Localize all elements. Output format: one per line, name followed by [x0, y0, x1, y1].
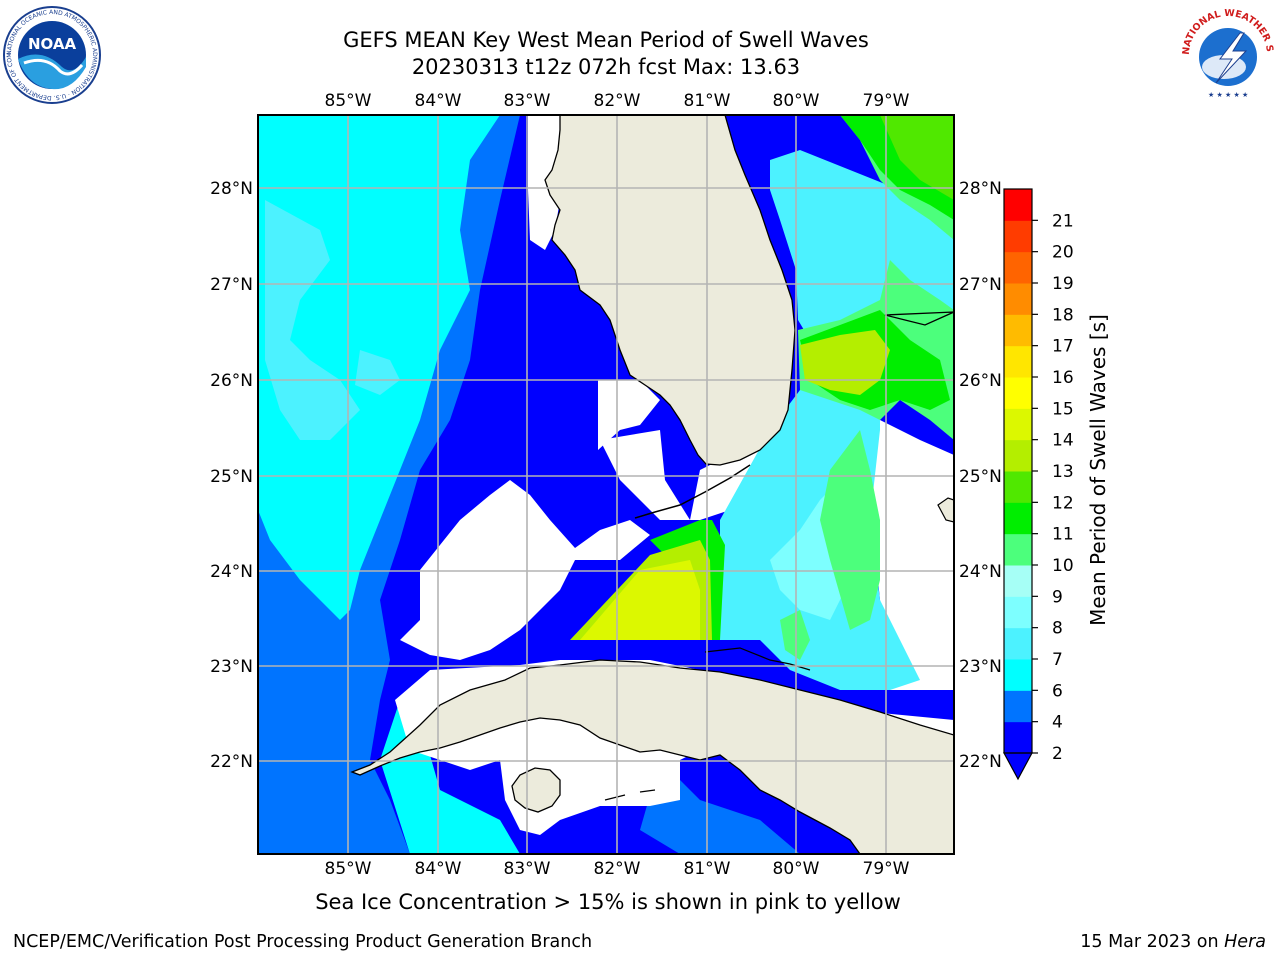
land-grand-bahama — [884, 311, 954, 326]
lat-label-right: 23°N — [959, 657, 1002, 677]
lon-label-top: 81°W — [684, 91, 731, 111]
sea-ice-note: Sea Ice Concentration > 15% is shown in … — [315, 890, 901, 914]
colorbar-tick-label: 11 — [1052, 525, 1074, 545]
colorbar-tick-label: 14 — [1052, 431, 1074, 451]
lat-grid — [258, 187, 954, 762]
noaa-logo: NATIONAL OCEANIC AND ATMOSPHERIC ADMINIS… — [2, 5, 101, 104]
swell-field-straits-13-14 — [580, 560, 700, 640]
lon-label-top: 85°W — [325, 91, 372, 111]
colorbar-tick-label: 2 — [1052, 744, 1063, 764]
lat-label-right: 24°N — [959, 562, 1002, 582]
lat-label-left: 25°N — [210, 467, 253, 487]
lat-label-right: 26°N — [959, 371, 1002, 391]
land-isla-juventud — [511, 767, 561, 813]
lat-label-left: 28°N — [210, 179, 253, 199]
lat-label-left: 22°N — [210, 752, 253, 772]
lat-label-right: 27°N — [959, 275, 1002, 295]
lon-label-bottom: 79°W — [863, 859, 910, 879]
lat-label-left: 23°N — [210, 657, 253, 677]
colorbar-extend-min — [1002, 752, 1034, 781]
lon-label-bottom: 81°W — [684, 859, 731, 879]
map-area — [258, 115, 954, 854]
land-florida — [544, 115, 796, 466]
lon-label-top: 80°W — [773, 91, 820, 111]
colorbar-segment — [1004, 565, 1032, 597]
lat-label-left: 27°N — [210, 275, 253, 295]
colorbar-tick-label: 17 — [1052, 337, 1074, 357]
colorbar-tick-label: 12 — [1052, 493, 1074, 513]
machine-name: Hera — [1224, 932, 1266, 952]
colorbar-tick-label: 18 — [1052, 305, 1074, 325]
swell-field-6-7-west-b — [355, 350, 400, 395]
lon-label-bottom: 82°W — [594, 859, 641, 879]
colorbar-tick-label: 19 — [1052, 274, 1074, 294]
missing-data-sw-florida — [598, 380, 660, 450]
colorbar-title: Mean Period of Swell Waves [s] — [1086, 314, 1110, 626]
colorbar-segment — [1004, 596, 1032, 629]
colorbar-segment — [1004, 439, 1032, 472]
colorbar-segment — [1004, 533, 1032, 566]
lat-label-right: 28°N — [959, 179, 1002, 199]
lon-label-top: 79°W — [863, 91, 910, 111]
colorbar-tick-label: 7 — [1052, 650, 1063, 670]
colorbar-segment — [1004, 659, 1032, 691]
lon-label-bottom: 83°W — [504, 859, 551, 879]
colorbar-segment — [1004, 471, 1032, 503]
colorbar-tick-label: 13 — [1052, 462, 1074, 482]
map-frame — [257, 114, 955, 855]
lon-label-bottom: 85°W — [325, 859, 372, 879]
colorbar-tick-label: 10 — [1052, 556, 1074, 576]
map-title: GEFS MEAN Key West Mean Period of Swell … — [343, 28, 869, 52]
colorbar: 2 4 6 7 8 9 10 11 12 13 14 15 16 17 18 19 20 21 — [1002, 188, 1074, 781]
map-subtitle: 20230313 t12z 072h fcst Max: 13.63 — [411, 55, 801, 79]
colorbar-segment — [1004, 314, 1032, 347]
swell-field-2-4-sw — [258, 660, 340, 854]
nws-logo: NATIONAL WEATHER SERVICE ★ ★ ★ ★ ★ — [1178, 5, 1275, 102]
colorbar-tick-label: 4 — [1052, 713, 1063, 733]
date-text: 15 Mar 2023 on — [1080, 932, 1219, 952]
lon-label-top: 82°W — [594, 91, 641, 111]
colorbar-segment — [1004, 220, 1032, 253]
missing-data-gulf — [400, 480, 650, 660]
colorbar-segment — [1004, 502, 1032, 535]
swell-field-9-10-east — [820, 430, 880, 630]
lat-label-right: 25°N — [959, 467, 1002, 487]
colorbar-segment — [1004, 690, 1032, 723]
credit-text: NCEP/EMC/Verification Post Processing Pr… — [13, 932, 593, 952]
swell-field-atlantic-11-12 — [880, 115, 954, 200]
colorbar-segment — [1004, 627, 1032, 660]
date-stamp: 15 Mar 2023 on Hera — [1080, 932, 1266, 952]
colorbar-segment — [1004, 251, 1032, 284]
lat-label-left: 26°N — [210, 371, 253, 391]
colorbar-tick-label: 6 — [1052, 681, 1063, 701]
colorbar-tick-label: 20 — [1052, 243, 1074, 263]
colorbar-segment — [1004, 189, 1032, 221]
lat-label-left: 24°N — [210, 562, 253, 582]
noaa-logo-text: NOAA — [28, 35, 77, 53]
colorbar-tick-label: 15 — [1052, 399, 1074, 419]
lon-grid — [347, 115, 887, 854]
colorbar-tick-label: 16 — [1052, 368, 1074, 388]
colorbar-tick-label: 21 — [1052, 211, 1074, 231]
missing-data-nw-florida — [528, 115, 560, 250]
land-andros — [937, 497, 954, 523]
colorbar-segment — [1004, 408, 1032, 441]
lon-label-top: 84°W — [415, 91, 462, 111]
colorbar-segment — [1004, 377, 1032, 409]
colorbar-tick-label: 9 — [1052, 587, 1063, 607]
swell-field-9-10-se — [780, 610, 810, 660]
lat-label-right: 22°N — [959, 752, 1002, 772]
colorbar-segment — [1004, 721, 1032, 754]
colorbar-segment — [1004, 345, 1032, 378]
lon-label-bottom: 84°W — [415, 859, 462, 879]
colorbar-tick-label: 8 — [1052, 619, 1063, 639]
lon-label-bottom: 80°W — [773, 859, 820, 879]
cuba-south-cays — [604, 789, 656, 801]
colorbar-segment — [1004, 283, 1032, 315]
lon-label-top: 83°W — [504, 91, 551, 111]
swell-field-bahamas-12-13 — [800, 330, 890, 395]
svg-text:★ ★ ★ ★ ★: ★ ★ ★ ★ ★ — [1208, 91, 1248, 99]
